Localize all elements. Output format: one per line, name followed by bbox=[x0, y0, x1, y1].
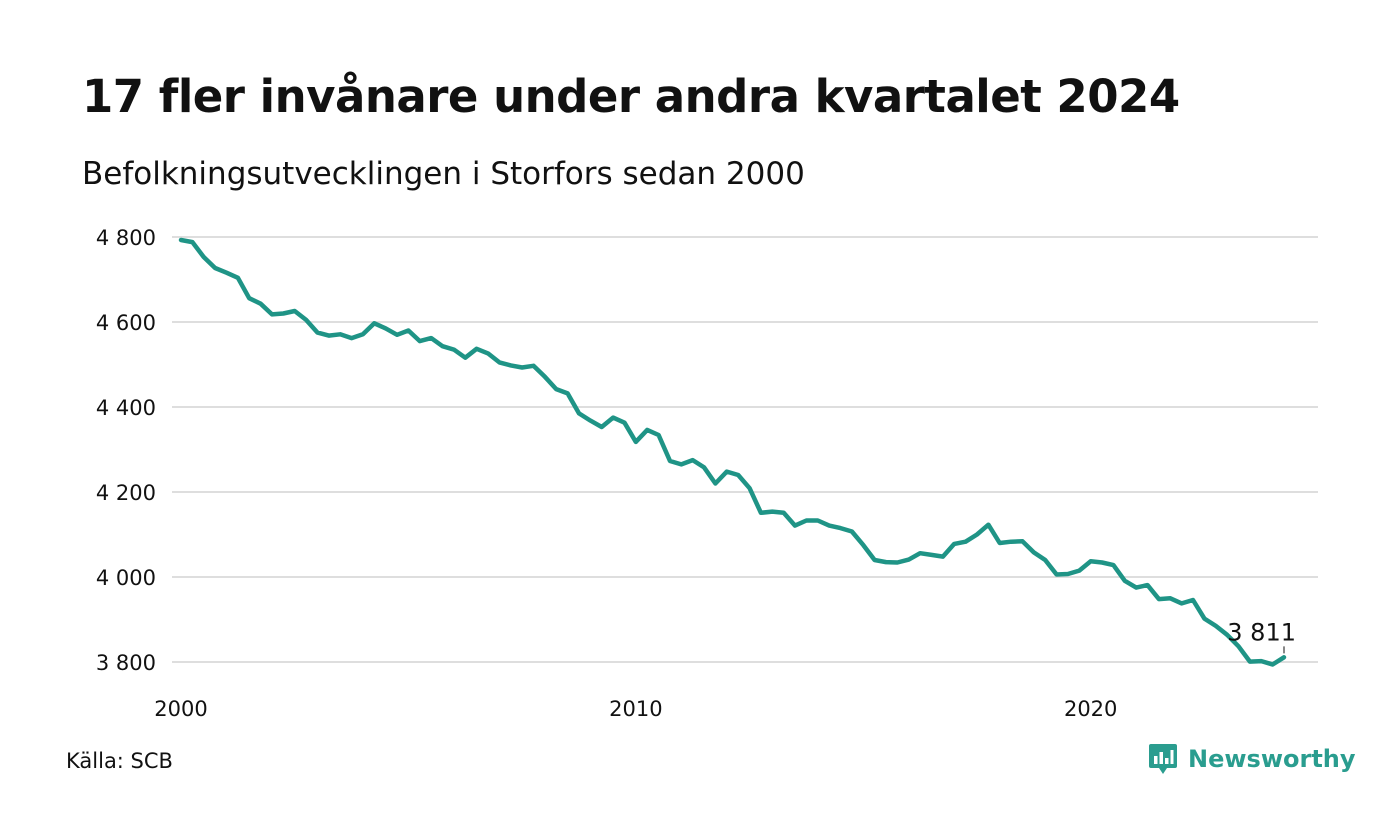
last-value-label: 3 811 bbox=[1227, 618, 1296, 646]
y-tick-label: 4 400 bbox=[96, 396, 156, 420]
annotations: 3 811 bbox=[1227, 618, 1296, 654]
series-line bbox=[178, 237, 1287, 667]
grid-lines bbox=[172, 236, 1318, 663]
x-tick-label: 2020 bbox=[1064, 697, 1117, 721]
chart-subtitle: Befolkningsutvecklingen i Storfors sedan… bbox=[82, 156, 805, 192]
y-tick-label: 4 800 bbox=[96, 226, 156, 250]
chart-title: 17 fler invånare under andra kvartalet 2… bbox=[82, 70, 1180, 123]
y-tick-label: 4 200 bbox=[96, 481, 156, 505]
bar-chart-speech-bubble-icon bbox=[1149, 744, 1177, 774]
x-axis: 2000 2010 2020 bbox=[154, 697, 1117, 721]
brand-logo: Newsworthy bbox=[1148, 742, 1356, 776]
y-tick-label: 3 800 bbox=[96, 651, 156, 675]
y-tick-label: 4 000 bbox=[96, 566, 156, 590]
x-tick-label: 2010 bbox=[609, 697, 662, 721]
y-tick-label: 4 600 bbox=[96, 311, 156, 335]
brand-name: Newsworthy bbox=[1188, 745, 1356, 773]
source-note: Källa: SCB bbox=[66, 749, 173, 773]
x-tick-label: 2000 bbox=[154, 697, 207, 721]
series-layer bbox=[178, 237, 1287, 667]
y-axis: 3 800 4 000 4 200 4 400 4 600 4 800 bbox=[96, 226, 156, 675]
